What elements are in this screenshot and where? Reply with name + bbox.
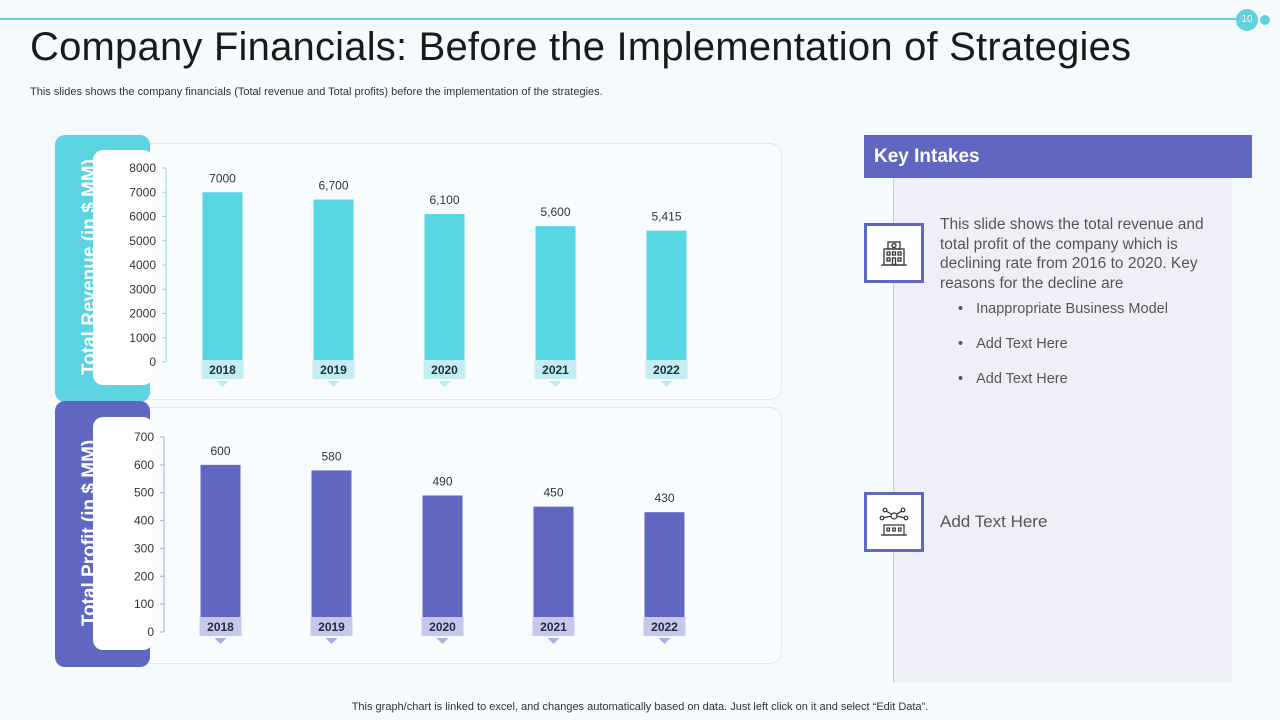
profit-value-label: 430 xyxy=(654,491,674,505)
revenue-category-bg xyxy=(534,360,577,379)
revenue-side-inner xyxy=(93,150,153,385)
page-dot xyxy=(1260,15,1270,25)
profit-tick-label: 700 xyxy=(134,430,154,444)
profit-tick-label: 300 xyxy=(134,541,154,555)
profit-side-inner xyxy=(93,417,153,650)
profit-tick-label: 600 xyxy=(134,458,154,472)
revenue-category-arrow xyxy=(327,381,340,387)
key-intakes-title: Key Intakes xyxy=(874,146,980,167)
profit-category-arrow xyxy=(214,638,227,644)
profit-tick-label: 400 xyxy=(134,514,154,528)
profit-category-label: 2019 xyxy=(318,620,345,634)
profit-category-bg xyxy=(643,617,686,636)
profit-value-label: 450 xyxy=(543,486,563,500)
page-number: 10 xyxy=(1236,9,1258,31)
bullet-item: Add Text Here xyxy=(958,371,1068,387)
building-icon-box xyxy=(864,223,924,283)
panel-divider xyxy=(893,178,894,683)
revenue-value-label: 6,100 xyxy=(429,193,459,207)
profit-category-arrow xyxy=(658,638,671,644)
building-icon xyxy=(881,241,907,266)
revenue-tick-label: 6000 xyxy=(129,210,156,224)
key-intakes-second-text: Add Text Here xyxy=(940,512,1048,531)
revenue-category-bg xyxy=(423,360,466,379)
profit-category-bg xyxy=(310,617,353,636)
revenue-bar xyxy=(424,214,465,362)
revenue-value-label: 5,415 xyxy=(651,210,681,224)
revenue-category-label: 2019 xyxy=(320,363,347,377)
network-icon-box xyxy=(864,492,924,552)
top-accent-line xyxy=(0,18,1238,20)
revenue-tick-label: 3000 xyxy=(129,282,156,296)
revenue-bar xyxy=(313,199,354,362)
revenue-tick-label: 8000 xyxy=(129,161,156,175)
revenue-category-label: 2021 xyxy=(542,363,569,377)
page-title: Company Financials: Before the Implement… xyxy=(30,25,1132,69)
revenue-tick-label: 4000 xyxy=(129,258,156,272)
key-intakes-header xyxy=(864,135,1252,178)
profit-bar xyxy=(200,464,241,632)
revenue-category-arrow xyxy=(660,381,673,387)
bullet-item: Add Text Here xyxy=(958,336,1068,352)
footer-note: This graph/chart is linked to excel, and… xyxy=(351,701,929,713)
revenue-category-bg xyxy=(201,360,244,379)
profit-category-label: 2021 xyxy=(540,620,567,634)
revenue-bar xyxy=(535,226,576,362)
revenue-category-arrow xyxy=(216,381,229,387)
profit-category-bg xyxy=(199,617,242,636)
profit-value-label: 490 xyxy=(432,475,452,489)
key-intakes-panel xyxy=(894,178,1232,683)
revenue-tick-label: 5000 xyxy=(129,234,156,248)
revenue-value-label: 6,700 xyxy=(318,179,348,193)
profit-tick-label: 0 xyxy=(147,625,154,639)
revenue-bar xyxy=(646,230,687,362)
revenue-tick-label: 1000 xyxy=(129,331,156,345)
profit-category-bg xyxy=(421,617,464,636)
revenue-bar xyxy=(202,192,243,362)
profit-tick-label: 200 xyxy=(134,569,154,583)
revenue-category-bg xyxy=(645,360,688,379)
profit-category-label: 2020 xyxy=(429,620,456,634)
profit-bar xyxy=(422,495,463,632)
revenue-tick-label: 7000 xyxy=(129,185,156,199)
revenue-category-bg xyxy=(312,360,355,379)
profit-category-label: 2018 xyxy=(207,620,234,634)
revenue-category-label: 2018 xyxy=(209,363,236,377)
key-intakes-intro: This slide shows the total revenue and t… xyxy=(940,216,1204,292)
profit-tick-label: 500 xyxy=(134,486,154,500)
profit-category-bg xyxy=(532,617,575,636)
revenue-category-arrow xyxy=(549,381,562,387)
profit-category-label: 2022 xyxy=(651,620,678,634)
profit-category-arrow xyxy=(436,638,449,644)
network-building-icon xyxy=(879,507,909,536)
profit-value-label: 600 xyxy=(210,444,230,458)
profit-bar xyxy=(533,506,574,632)
profit-bar xyxy=(311,470,352,632)
revenue-category-label: 2022 xyxy=(653,363,680,377)
revenue-category-label: 2020 xyxy=(431,363,458,377)
revenue-category-arrow xyxy=(438,381,451,387)
bullet-item: Inappropriate Business Model xyxy=(958,301,1168,317)
profit-bar xyxy=(644,512,685,632)
page-subtitle: This slides shows the company financials… xyxy=(30,86,603,98)
profit-category-arrow xyxy=(547,638,560,644)
revenue-value-label: 5,600 xyxy=(540,205,570,219)
revenue-value-label: 7000 xyxy=(209,171,236,185)
revenue-tick-label: 2000 xyxy=(129,307,156,321)
profit-value-label: 580 xyxy=(321,449,341,463)
revenue-tick-label: 0 xyxy=(149,355,156,369)
profit-category-arrow xyxy=(325,638,338,644)
profit-tick-label: 100 xyxy=(134,597,154,611)
